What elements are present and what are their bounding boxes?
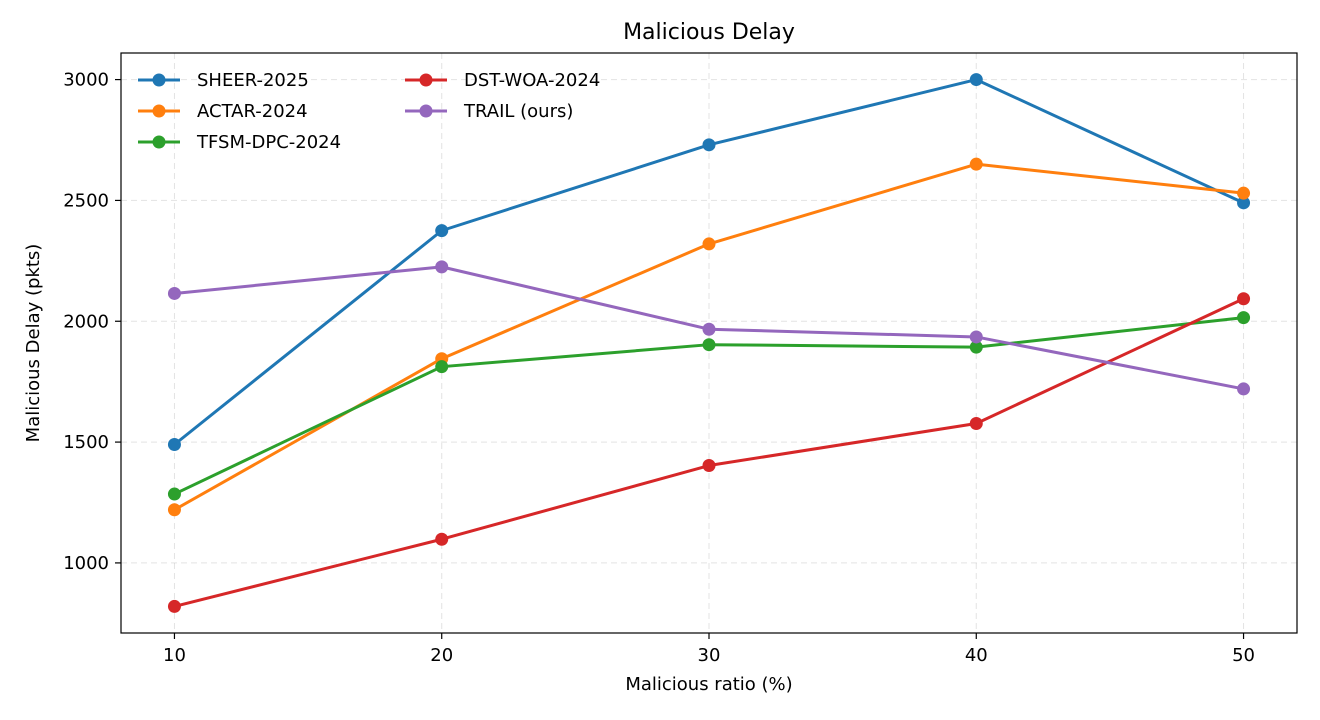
- legend-item: SHEER-2025: [138, 70, 309, 91]
- data-point: [969, 157, 983, 171]
- data-point: [702, 322, 716, 336]
- x-axis: 10 20 30 40 50: [163, 633, 1255, 666]
- data-point: [1237, 311, 1251, 325]
- data-point: [1237, 196, 1251, 210]
- data-point: [702, 338, 716, 352]
- data-point: [702, 459, 716, 473]
- data-point: [1237, 186, 1251, 200]
- x-tick-label: 40: [965, 645, 988, 666]
- legend-marker: [152, 104, 166, 118]
- legend-marker: [419, 104, 433, 118]
- y-tick-label: 3000: [63, 70, 109, 91]
- y-tick-label: 2000: [63, 311, 109, 332]
- y-axis-label: Malicious Delay (pkts): [23, 244, 44, 443]
- data-point: [167, 503, 181, 517]
- legend-label: DST-WOA-2024: [464, 70, 600, 91]
- data-point: [969, 416, 983, 430]
- legend-item: TFSM-DPC-2024: [138, 132, 341, 153]
- legend-marker: [152, 135, 166, 149]
- x-tick-label: 50: [1232, 645, 1255, 666]
- y-tick-label: 2500: [63, 190, 109, 211]
- data-point: [167, 438, 181, 451]
- data-point: [167, 487, 181, 501]
- legend-label: ACTAR-2024: [197, 101, 308, 122]
- y-tick-label: 1500: [63, 432, 109, 453]
- legend-item: ACTAR-2024: [138, 101, 308, 122]
- legend-item: DST-WOA-2024: [405, 70, 600, 91]
- chart-title: Malicious Delay: [623, 20, 795, 45]
- series-layer: [167, 73, 1251, 613]
- legend-item: TRAIL (ours): [405, 101, 573, 122]
- data-point: [1237, 382, 1251, 396]
- legend-marker: [152, 73, 166, 87]
- x-tick-label: 20: [430, 645, 453, 666]
- legend-label: TFSM-DPC-2024: [196, 132, 341, 153]
- x-tick-label: 30: [698, 645, 721, 666]
- data-point: [167, 599, 181, 613]
- data-point: [702, 138, 716, 152]
- x-tick-label: 10: [163, 645, 186, 666]
- data-point: [167, 286, 181, 300]
- legend-label: SHEER-2025: [197, 70, 309, 91]
- legend-label: TRAIL (ours): [463, 101, 573, 122]
- y-axis: 1000 1500 2000 2500 3000: [63, 70, 121, 574]
- x-axis-label: Malicious ratio (%): [625, 674, 792, 695]
- series-dst-woa-2024: [167, 292, 1251, 613]
- data-point: [435, 532, 449, 546]
- series-tfsm-dpc-2024: [167, 311, 1251, 501]
- series-sheer-2025: [167, 73, 1251, 451]
- legend-marker: [419, 73, 433, 87]
- data-point: [969, 73, 983, 87]
- data-point: [435, 224, 449, 238]
- legend: SHEER-2025 ACTAR-2024 TFSM-DPC-2024 DST-WOA…: [138, 70, 600, 153]
- data-point: [702, 237, 716, 251]
- data-point: [969, 340, 983, 354]
- data-point: [435, 260, 449, 274]
- y-tick-label: 1000: [63, 553, 109, 574]
- series-trail-ours: [167, 260, 1251, 396]
- data-point: [969, 330, 983, 344]
- data-point: [435, 360, 449, 374]
- data-point: [1237, 292, 1251, 306]
